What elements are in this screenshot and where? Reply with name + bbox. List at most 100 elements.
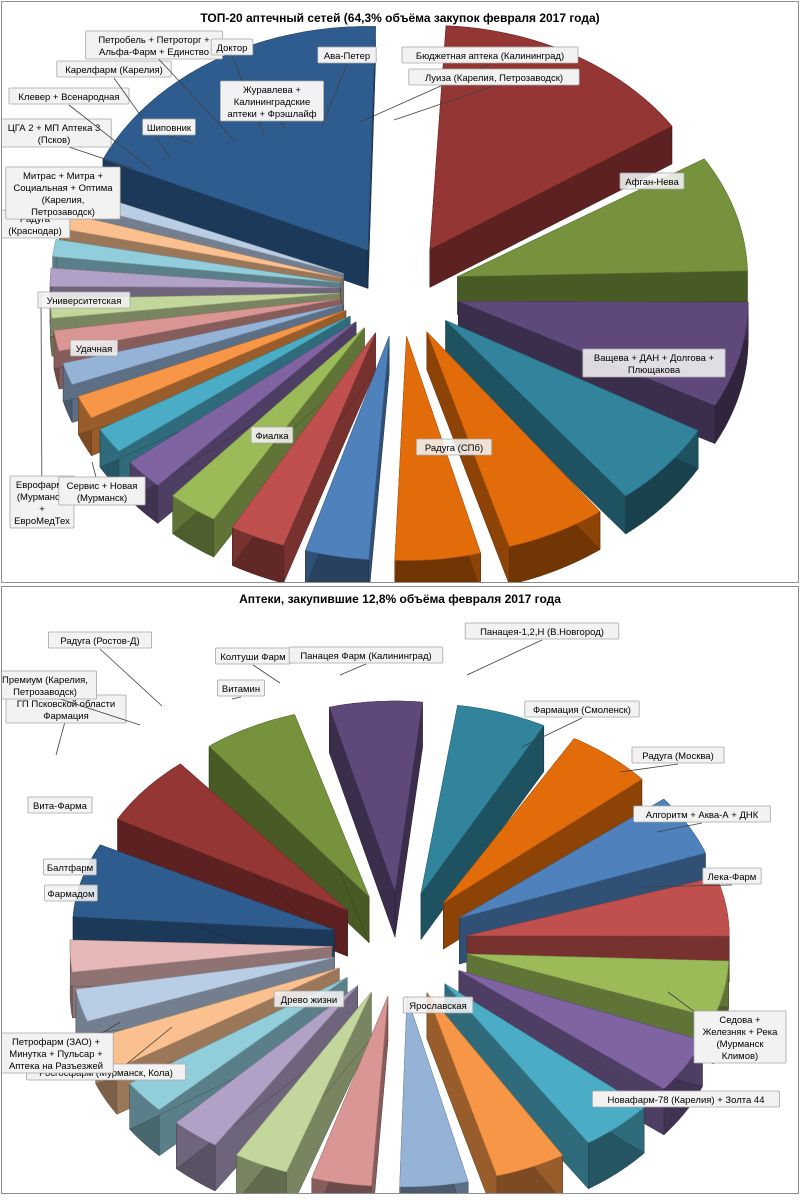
leader-line: [466, 639, 543, 676]
slice-label: Панацея Фарм (Калининград): [288, 646, 444, 676]
slice-label-text: Колтуши Фарм: [220, 652, 285, 663]
leader-line: [339, 663, 367, 676]
label-box: [219, 80, 324, 122]
slice-label-text: Плющакова: [628, 365, 681, 376]
slice-label-text: (Краснодар): [8, 226, 62, 237]
slice-label: Афган-Нева: [619, 172, 685, 190]
slice-label-text: Древо жизни: [281, 995, 337, 1006]
slice-label-text: Радуга (Ростов-Д): [60, 636, 139, 647]
pie-slice: [399, 996, 469, 1193]
pie-chart-pharmacies: Аптеки, закупившие 12,8% объёма февраля …: [2, 592, 787, 1193]
pie-slice: [208, 714, 370, 944]
slice-label: Балтфарм: [43, 858, 97, 876]
slice-label-text: Журавлева +: [243, 85, 301, 96]
pie-slice: [426, 331, 601, 582]
slice-label-text: Росгосфарм (Мурманск, Кола): [39, 1068, 173, 1079]
slice-label-text: (Псков): [38, 135, 71, 146]
slice-label: Панацея-1,2,Н (В.Новгород): [464, 622, 620, 676]
slice-label-text: Удачная: [76, 344, 113, 355]
slice-label-text: ЦГА 2 + МП Аптека 3: [8, 123, 101, 134]
slice-label-text: Фиалка: [255, 431, 289, 442]
pie-slice: [304, 335, 390, 582]
slice-label-text: Премиум (Карелия,: [2, 675, 88, 686]
slice-label-text: Луиза (Карелия, Петрозаводск): [425, 73, 563, 84]
label-box: [2, 1032, 114, 1074]
slice-label-text: аптеки + Фрэшлайф: [227, 109, 316, 120]
label-box: [402, 996, 474, 1014]
leader-line: [521, 717, 583, 748]
slice-label-text: Витамин: [222, 684, 260, 695]
slice-label-text: Афган-Нева: [625, 177, 679, 188]
slice-label-text: Радуга (Москва): [642, 751, 714, 762]
slice-label: Петрофарм (ЗАО) +Минутка + Пульсар +Апте…: [2, 1021, 121, 1074]
slice-label: Еврофарма(Мурманск)+ЕвроМедТех: [9, 293, 75, 529]
slice-label: Фиалка: [250, 426, 294, 444]
slice-label-text: Сервис + Новая: [67, 481, 138, 492]
slice-label: Новафарм-78 (Карелия) + Золта 44: [573, 1054, 781, 1109]
label-box: [216, 679, 265, 697]
slice-label-text: ГП Псковской области: [17, 699, 115, 710]
leader-line: [99, 648, 163, 707]
slice-label-text: Петрозаводск): [31, 207, 95, 218]
label-box: [633, 805, 771, 823]
slice-label-text: Фармация (Смоленск): [533, 705, 631, 716]
leader-line: [321, 63, 348, 127]
label-box: [619, 172, 685, 190]
leader-line: [113, 77, 171, 158]
slice-label: Ващева + ДАН + Долгова +Плющакова: [582, 348, 726, 378]
slice-label: Сервис + Новая(Мурманск): [58, 461, 146, 506]
slice-label-text: Социальная + Оптима: [13, 183, 113, 194]
leader-line: [68, 104, 153, 171]
label-box: [288, 646, 444, 664]
slice-label-text: Митрас + Митра +: [23, 171, 103, 182]
slice-label-text: Еврофарма: [16, 480, 69, 491]
slice-label-text: Аптека на Разъезжей: [9, 1061, 103, 1072]
slice-label-text: Вита-Фарма: [33, 801, 88, 812]
label-box: [273, 990, 345, 1008]
label-box: [464, 622, 620, 640]
slice-label: Радуга (СПб): [415, 438, 492, 456]
pie-slice: [420, 705, 545, 941]
slice-label-text: Ярославская: [409, 1001, 467, 1012]
slice-label: Витамин: [216, 679, 265, 700]
leader-line: [55, 717, 67, 756]
slice-label: Древо жизни: [273, 990, 345, 1008]
leader-line: [168, 135, 195, 145]
label-box: [408, 68, 580, 86]
slice-label: Премиум (Карелия,Петрозаводск): [2, 670, 141, 726]
slice-label: Карелфарм (Карелия): [56, 60, 172, 158]
pie-slice: [311, 996, 389, 1193]
slice-label: Митрас + Митра +Социальная + Оптима(Каре…: [5, 166, 121, 220]
leader-line: [619, 763, 679, 773]
slice-label-text: Новафарм-78 (Карелия) + Золта 44: [608, 1095, 765, 1106]
pie-slice: [426, 992, 564, 1193]
slice-label-text: Доктор: [217, 43, 248, 54]
slice-label-text: Радуга (СПб): [425, 443, 483, 454]
slice-label-text: Университетская: [47, 296, 122, 307]
slice-label: Луиза (Карелия, Петрозаводск): [393, 68, 580, 121]
chart-panel-top20: ТОП-20 аптечный сетей (64,3% объёма заку…: [1, 1, 799, 583]
slice-label-text: Климов): [722, 1051, 758, 1062]
leader-line: [40, 293, 43, 512]
slice-label-text: Карелфарм (Карелия): [65, 65, 163, 76]
slice-label-text: Бюджетная аптека (Калининград): [416, 51, 564, 62]
slice-label-text: Петробель + Петроторг +: [98, 35, 210, 46]
slice-label: Шиповник: [142, 118, 196, 145]
slice-label-text: Шиповник: [147, 123, 192, 134]
slice-label-text: Железняк + Река: [703, 1027, 779, 1038]
slice-label: Фармация (Смоленск): [521, 700, 640, 748]
slice-label-text: (Мурманск): [77, 493, 127, 504]
slice-label: Ава-Петер: [317, 46, 377, 127]
slice-label: Фармадом: [44, 884, 98, 902]
slice-label-text: Фармадом: [48, 889, 95, 900]
slice-label-text: Радуга: [20, 214, 51, 225]
label-box: [210, 38, 254, 56]
slice-label-text: Фармация: [43, 711, 89, 722]
chart-panel-pharmacies: Аптеки, закупившие 12,8% объёма февраля …: [1, 586, 799, 1194]
slice-label-text: ЕвроМедТех: [14, 516, 70, 527]
pie-chart-top20: ТОП-20 аптечный сетей (64,3% объёма заку…: [2, 11, 749, 582]
label-box: [56, 60, 172, 78]
leader-line: [231, 696, 242, 700]
label-box: [631, 746, 725, 764]
